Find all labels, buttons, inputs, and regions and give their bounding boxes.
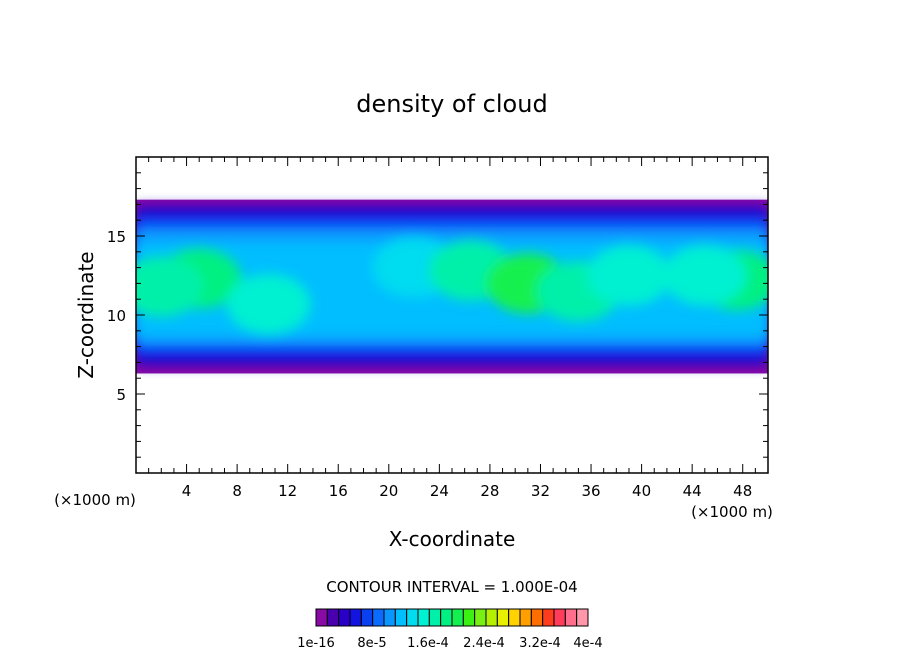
x-axis-label: X-coordinate <box>389 527 516 551</box>
colorbar-swatch <box>485 608 498 627</box>
chart-title: density of cloud <box>356 90 547 118</box>
colorbar-label: 4e-4 <box>573 636 602 651</box>
colorbar-swatch <box>474 608 487 627</box>
colorbar-swatch <box>315 608 328 627</box>
y-axis-label: Z-coordinate <box>74 251 98 378</box>
colorbar-swatch <box>406 608 419 627</box>
x-tick-label: 8 <box>232 482 242 500</box>
colorbar-swatch <box>462 608 476 627</box>
colorbar-swatch <box>519 608 532 627</box>
x-tick-label: 16 <box>329 482 348 500</box>
colorbar-swatch <box>372 608 385 627</box>
colorbar <box>315 608 589 627</box>
y-axis-ticks: 5 10 15 <box>107 172 768 458</box>
colorbar-label: 8e-5 <box>357 636 386 651</box>
colorbar-swatch <box>530 608 544 627</box>
y-tick-label: 10 <box>107 307 126 325</box>
x-tick-label: 32 <box>531 482 550 500</box>
x-unit-right: (×1000 m) <box>691 503 773 521</box>
colorbar-swatch <box>428 608 442 627</box>
colorbar-swatch <box>564 608 578 627</box>
colorbar-swatch <box>383 608 396 627</box>
x-tick-label: 12 <box>278 482 297 500</box>
colorbar-swatch <box>440 608 453 627</box>
colorbar-swatch <box>349 608 362 627</box>
plot-area <box>136 157 768 473</box>
x-tick-label: 28 <box>480 482 499 500</box>
x-tick-label: 24 <box>430 482 449 500</box>
cloud-cores <box>136 237 768 334</box>
colorbar-label: 3.2e-4 <box>519 636 561 651</box>
x-tick-label: 36 <box>581 482 600 500</box>
colorbar-label: 2.4e-4 <box>463 636 505 651</box>
colorbar-swatch <box>542 608 555 627</box>
cloud-core <box>662 245 747 306</box>
colorbar-swatch <box>360 608 374 627</box>
cloud-density-field <box>136 199 768 374</box>
colorbar-swatch <box>326 608 340 627</box>
x-tick-label: 20 <box>379 482 398 500</box>
colorbar-label: 1e-16 <box>297 636 335 651</box>
colorbar-swatch <box>576 608 589 627</box>
colorbar-swatch <box>338 608 351 627</box>
colorbar-swatch <box>553 608 566 627</box>
colorbar-labels: 1e-16 8e-5 1.6e-4 2.4e-4 3.2e-4 4e-4 <box>297 636 602 651</box>
contour-interval-text: CONTOUR INTERVAL = 1.000E-04 <box>326 578 577 596</box>
x-unit-left: (×1000 m) <box>54 491 136 509</box>
y-tick-label: 15 <box>107 228 126 246</box>
cloud-core <box>136 256 204 317</box>
colorbar-swatch <box>451 608 464 627</box>
y-tick-label: 5 <box>116 386 126 404</box>
x-axis-ticks: 4 8 12 16 20 24 28 32 36 40 44 48 <box>148 157 756 500</box>
x-tick-label: 4 <box>182 482 192 500</box>
colorbar-swatch <box>394 608 408 627</box>
x-tick-label: 48 <box>733 482 752 500</box>
cloud-core <box>226 273 311 334</box>
x-tick-label: 44 <box>683 482 702 500</box>
colorbar-swatch <box>508 608 521 627</box>
colorbar-swatch <box>417 608 430 627</box>
x-tick-label: 40 <box>632 482 651 500</box>
cloud-core <box>586 245 671 306</box>
colorbar-swatch <box>496 608 510 627</box>
colorbar-label: 1.6e-4 <box>407 636 449 651</box>
